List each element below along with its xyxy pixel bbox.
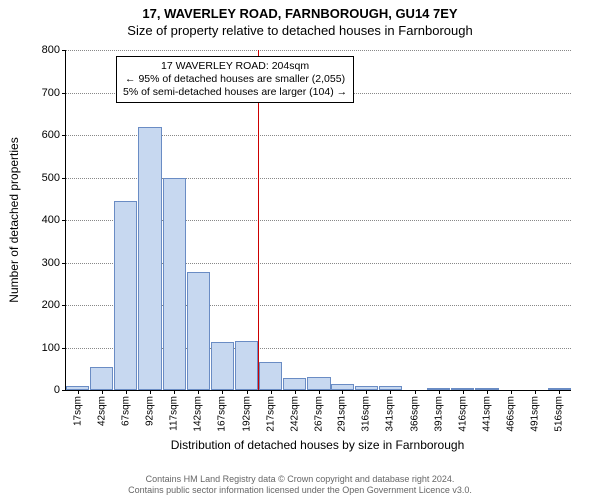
x-tick-label: 316sqm xyxy=(361,396,372,432)
x-tick-label: 192sqm xyxy=(241,396,252,432)
y-tick-mark xyxy=(62,220,66,221)
x-tick-mark xyxy=(150,390,151,394)
histogram-bar xyxy=(211,342,234,390)
histogram-bar xyxy=(163,178,186,391)
x-tick-mark xyxy=(390,390,391,394)
histogram-bar xyxy=(235,341,258,390)
histogram-bar xyxy=(259,362,282,390)
footer-line-2: Contains public sector information licen… xyxy=(0,485,600,496)
y-tick-label: 500 xyxy=(42,172,60,184)
x-tick-label: 217sqm xyxy=(265,396,276,432)
histogram-chart: 010020030040050060070080017sqm42sqm67sqm… xyxy=(65,50,571,391)
x-tick-mark xyxy=(174,390,175,394)
x-tick-mark xyxy=(222,390,223,394)
y-tick-label: 600 xyxy=(42,129,60,141)
histogram-bar xyxy=(187,272,210,390)
x-tick-mark xyxy=(271,390,272,394)
x-tick-mark xyxy=(78,390,79,394)
y-tick-mark xyxy=(62,135,66,136)
x-tick-label: 341sqm xyxy=(385,396,396,432)
page-subtitle: Size of property relative to detached ho… xyxy=(0,21,600,38)
annotation-line-1: 17 WAVERLEY ROAD: 204sqm xyxy=(123,60,347,73)
y-tick-label: 400 xyxy=(42,214,60,226)
footer-attribution: Contains HM Land Registry data © Crown c… xyxy=(0,474,600,496)
grid-line xyxy=(66,50,571,51)
y-tick-mark xyxy=(62,305,66,306)
x-tick-mark xyxy=(319,390,320,394)
x-tick-mark xyxy=(439,390,440,394)
x-tick-mark xyxy=(535,390,536,394)
x-tick-label: 92sqm xyxy=(145,396,156,426)
x-tick-mark xyxy=(126,390,127,394)
x-tick-label: 242sqm xyxy=(289,396,300,432)
annotation-box: 17 WAVERLEY ROAD: 204sqm ← 95% of detach… xyxy=(116,56,354,103)
x-tick-mark xyxy=(366,390,367,394)
x-tick-mark xyxy=(342,390,343,394)
x-tick-label: 491sqm xyxy=(530,396,541,432)
page-title: 17, WAVERLEY ROAD, FARNBOROUGH, GU14 7EY xyxy=(0,0,600,21)
y-tick-label: 300 xyxy=(42,257,60,269)
x-tick-mark xyxy=(295,390,296,394)
y-tick-mark xyxy=(62,93,66,94)
y-tick-mark xyxy=(62,263,66,264)
x-tick-label: 516sqm xyxy=(554,396,565,432)
x-tick-mark xyxy=(198,390,199,394)
histogram-bar xyxy=(283,378,306,390)
x-tick-mark xyxy=(102,390,103,394)
histogram-bar xyxy=(307,377,330,390)
annotation-line-3: 5% of semi-detached houses are larger (1… xyxy=(123,86,347,99)
footer-line-1: Contains HM Land Registry data © Crown c… xyxy=(0,474,600,485)
x-tick-label: 366sqm xyxy=(409,396,420,432)
y-tick-mark xyxy=(62,348,66,349)
x-tick-label: 17sqm xyxy=(72,396,83,426)
x-tick-label: 42sqm xyxy=(96,396,107,426)
y-tick-label: 100 xyxy=(42,342,60,354)
y-tick-label: 0 xyxy=(54,384,60,396)
x-tick-label: 466sqm xyxy=(506,396,517,432)
y-tick-mark xyxy=(62,50,66,51)
x-tick-mark xyxy=(559,390,560,394)
x-tick-label: 441sqm xyxy=(481,396,492,432)
x-tick-label: 391sqm xyxy=(433,396,444,432)
x-tick-label: 142sqm xyxy=(193,396,204,432)
histogram-bar xyxy=(90,367,113,390)
x-tick-label: 416sqm xyxy=(457,396,468,432)
x-tick-mark xyxy=(415,390,416,394)
x-tick-label: 117sqm xyxy=(169,396,180,431)
x-tick-mark xyxy=(463,390,464,394)
y-tick-label: 800 xyxy=(42,44,60,56)
x-tick-label: 267sqm xyxy=(313,396,324,432)
x-tick-mark xyxy=(247,390,248,394)
histogram-bar xyxy=(138,127,161,391)
y-tick-mark xyxy=(62,390,66,391)
y-tick-label: 700 xyxy=(42,87,60,99)
x-tick-label: 291sqm xyxy=(337,396,348,432)
x-tick-label: 67sqm xyxy=(120,396,131,426)
x-tick-mark xyxy=(487,390,488,394)
x-axis-label: Distribution of detached houses by size … xyxy=(65,438,570,452)
x-tick-mark xyxy=(511,390,512,394)
annotation-line-2: ← 95% of detached houses are smaller (2,… xyxy=(123,73,347,86)
histogram-bar xyxy=(114,201,137,390)
y-tick-mark xyxy=(62,178,66,179)
y-tick-label: 200 xyxy=(42,299,60,311)
x-tick-label: 167sqm xyxy=(217,396,228,432)
y-axis-label: Number of detached properties xyxy=(7,137,21,302)
